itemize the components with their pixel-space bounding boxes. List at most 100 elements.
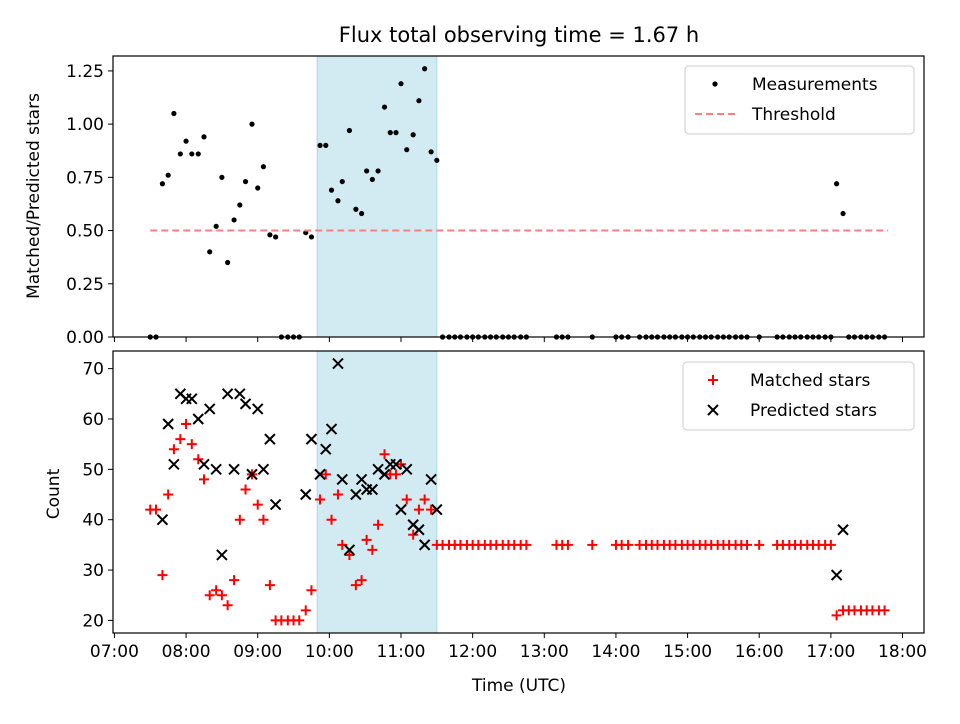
matched-star-point: [390, 469, 401, 480]
legend-swatch: [708, 375, 718, 385]
predicted-star-point: [264, 433, 276, 445]
measurement-point: [346, 127, 353, 134]
matched-star-point: [408, 529, 419, 540]
matched-star-point: [587, 539, 598, 550]
predicted-star-point: [221, 388, 234, 400]
predicted-star-point: [837, 524, 849, 536]
matched-star-point: [373, 519, 384, 530]
measurement-point: [410, 132, 416, 138]
predicted-star-point: [186, 393, 198, 405]
predicted-star-point: [830, 569, 843, 581]
legend-label: Predicted stars: [750, 401, 877, 421]
y-tick-label: 30: [82, 561, 104, 581]
x-tick-label: 12:00: [448, 642, 497, 662]
measurement-point: [434, 157, 440, 163]
predicted-star-point: [413, 524, 425, 536]
measurement-point: [213, 223, 219, 229]
measurement-point: [225, 259, 231, 266]
top-panel: 0.00 0.25 0.50 0.75 1.00 1.25 Measurements Thre…: [66, 55, 925, 348]
matched-star-point: [426, 504, 437, 515]
matched-star-point: [332, 489, 343, 500]
y-tick-label: 0.50: [66, 222, 104, 242]
x-tick-label: 14:00: [591, 642, 640, 662]
measurement-point: [273, 234, 279, 240]
predicted-star-point: [366, 483, 379, 496]
x-tick-label: 13:00: [520, 642, 569, 662]
measurement-point: [255, 185, 261, 191]
predicted-star-point: [257, 463, 270, 476]
predicted-star-point: [343, 544, 356, 556]
predicted-star-point: [156, 513, 169, 526]
predicted-star-point: [314, 468, 326, 481]
measurement-point: [165, 172, 171, 178]
matched-star-point: [413, 504, 424, 515]
matched-star-point: [742, 539, 753, 550]
matched-star-point: [294, 615, 305, 626]
matched-star-point: [300, 605, 311, 616]
figure-title: Flux total observing time = 1.67 h: [339, 23, 699, 47]
measurement-point: [189, 151, 195, 157]
measurement-point: [201, 134, 207, 140]
x-tick-label: 11:00: [377, 642, 426, 662]
matched-star-point: [350, 580, 361, 591]
measurement-point: [249, 121, 255, 127]
matched-star-point: [216, 590, 227, 601]
measurement-point: [369, 176, 375, 183]
measurement-point: [353, 206, 359, 212]
predicted-star-point: [305, 433, 318, 445]
measurement-point: [387, 130, 393, 136]
matched-star-point: [326, 514, 337, 525]
matched-star-point: [193, 454, 204, 465]
y-tick-label: 0.75: [66, 168, 104, 188]
matched-star-point: [306, 585, 317, 596]
predicted-star-point: [168, 458, 180, 471]
predicted-star-point: [390, 458, 402, 471]
measurement-point: [328, 187, 335, 193]
matched-star-point: [163, 489, 174, 500]
measurement-point: [398, 81, 404, 87]
measurement-point: [833, 181, 840, 187]
predicted-star-point: [401, 463, 413, 476]
predicted-star-point: [418, 539, 431, 551]
measurement-point: [404, 147, 410, 153]
legend-swatch: [712, 81, 718, 87]
measurement-point: [195, 151, 201, 157]
x-tick-label: 07:00: [90, 642, 139, 662]
predicted-star-point: [234, 388, 246, 400]
predicted-star-point: [378, 468, 391, 481]
matched-star-point: [150, 504, 161, 515]
measurement-point: [381, 104, 388, 110]
predicted-star-point: [336, 473, 348, 486]
predicted-star-point: [252, 403, 264, 415]
matched-star-point: [419, 494, 430, 505]
measurement-point: [183, 138, 189, 144]
shaded-span: [316, 350, 438, 634]
matched-star-point: [361, 534, 372, 545]
predicted-star-point: [204, 403, 216, 415]
x-tick-label: 17:00: [806, 642, 855, 662]
measurement-point: [339, 178, 345, 185]
matched-star-point: [320, 469, 331, 480]
measurement-point: [171, 110, 177, 117]
predicted-star-point: [332, 357, 344, 370]
measurement-point: [840, 210, 846, 217]
x-tick-label: 10:00: [305, 642, 354, 662]
y-tick-label: 0.25: [66, 275, 104, 295]
matched-star-point: [222, 600, 233, 611]
measurement-point: [267, 232, 273, 238]
matched-star-point: [198, 474, 209, 485]
x-tick-label: 08:00: [162, 642, 211, 662]
y-tick-label: 40: [82, 511, 104, 531]
measurement-point: [177, 151, 183, 157]
matched-star-point: [879, 605, 890, 616]
predicted-star-point: [320, 443, 332, 455]
predicted-star-point: [216, 549, 228, 561]
measurement-point: [207, 249, 213, 255]
x-tick-label: 18:00: [878, 642, 927, 662]
matched-star-point: [623, 539, 634, 550]
y-tick-label: 1.25: [66, 62, 104, 82]
matched-star-point: [252, 499, 263, 510]
matched-star-point: [356, 575, 367, 586]
measurement-point: [428, 149, 434, 155]
